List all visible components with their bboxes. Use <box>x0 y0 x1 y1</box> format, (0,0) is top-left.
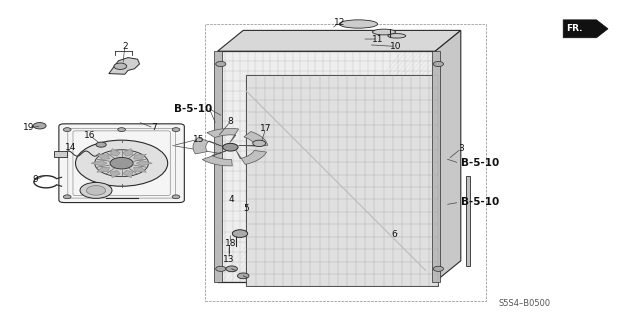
Circle shape <box>63 195 71 199</box>
Text: 2: 2 <box>122 42 127 51</box>
Polygon shape <box>239 132 268 146</box>
Circle shape <box>86 186 106 195</box>
Polygon shape <box>134 167 147 172</box>
Text: 15: 15 <box>193 135 204 144</box>
Polygon shape <box>134 154 147 159</box>
Circle shape <box>110 157 133 169</box>
Circle shape <box>33 123 46 129</box>
Text: 3: 3 <box>458 144 463 153</box>
Polygon shape <box>218 51 435 282</box>
Text: 12: 12 <box>333 18 345 27</box>
Polygon shape <box>91 161 107 166</box>
Circle shape <box>253 140 266 147</box>
Text: 17: 17 <box>260 124 271 133</box>
Text: 7: 7 <box>151 124 156 132</box>
Ellipse shape <box>388 34 406 38</box>
Circle shape <box>237 273 249 279</box>
Circle shape <box>118 128 125 132</box>
Circle shape <box>232 230 248 237</box>
Text: B-5-10: B-5-10 <box>174 104 212 114</box>
Circle shape <box>216 266 226 271</box>
Text: 4: 4 <box>229 195 234 204</box>
Bar <box>466 176 470 266</box>
Bar <box>432 51 440 282</box>
Text: FR.: FR. <box>566 24 582 33</box>
Text: B-5-10: B-5-10 <box>461 158 499 168</box>
Polygon shape <box>123 148 133 156</box>
Polygon shape <box>202 151 232 166</box>
Ellipse shape <box>339 20 378 28</box>
Circle shape <box>172 128 180 132</box>
Polygon shape <box>236 150 266 164</box>
Ellipse shape <box>372 29 396 35</box>
Circle shape <box>95 150 148 177</box>
Text: S5S4–B0500: S5S4–B0500 <box>499 299 551 308</box>
Circle shape <box>80 182 112 198</box>
Circle shape <box>172 195 180 199</box>
Circle shape <box>114 63 127 69</box>
Polygon shape <box>218 30 461 51</box>
Circle shape <box>223 143 238 151</box>
Polygon shape <box>109 58 140 74</box>
Polygon shape <box>563 20 608 38</box>
Polygon shape <box>110 170 120 178</box>
Text: 13: 13 <box>223 255 235 264</box>
Text: 8: 8 <box>228 117 233 126</box>
Circle shape <box>63 128 71 132</box>
Text: 16: 16 <box>84 131 95 140</box>
Circle shape <box>433 266 444 271</box>
Polygon shape <box>246 75 438 286</box>
Polygon shape <box>207 129 239 143</box>
FancyBboxPatch shape <box>59 124 184 203</box>
Polygon shape <box>97 154 109 159</box>
Bar <box>214 51 222 282</box>
Text: 19: 19 <box>23 124 35 132</box>
Polygon shape <box>193 138 221 154</box>
Circle shape <box>226 266 237 272</box>
Circle shape <box>76 140 168 186</box>
Text: 18: 18 <box>225 239 236 248</box>
Text: 5: 5 <box>244 204 249 213</box>
Polygon shape <box>136 161 152 166</box>
Polygon shape <box>123 170 133 178</box>
Text: 11: 11 <box>372 35 383 44</box>
Text: 10: 10 <box>390 42 401 51</box>
Polygon shape <box>435 30 461 282</box>
Circle shape <box>216 61 226 67</box>
Text: 6: 6 <box>392 230 397 239</box>
Text: 14: 14 <box>65 143 76 152</box>
Circle shape <box>96 142 106 147</box>
Text: B-5-10: B-5-10 <box>461 197 499 207</box>
Polygon shape <box>97 167 109 172</box>
Bar <box>54 151 67 157</box>
Text: 9: 9 <box>33 175 38 184</box>
Circle shape <box>433 61 444 67</box>
Polygon shape <box>110 148 120 156</box>
